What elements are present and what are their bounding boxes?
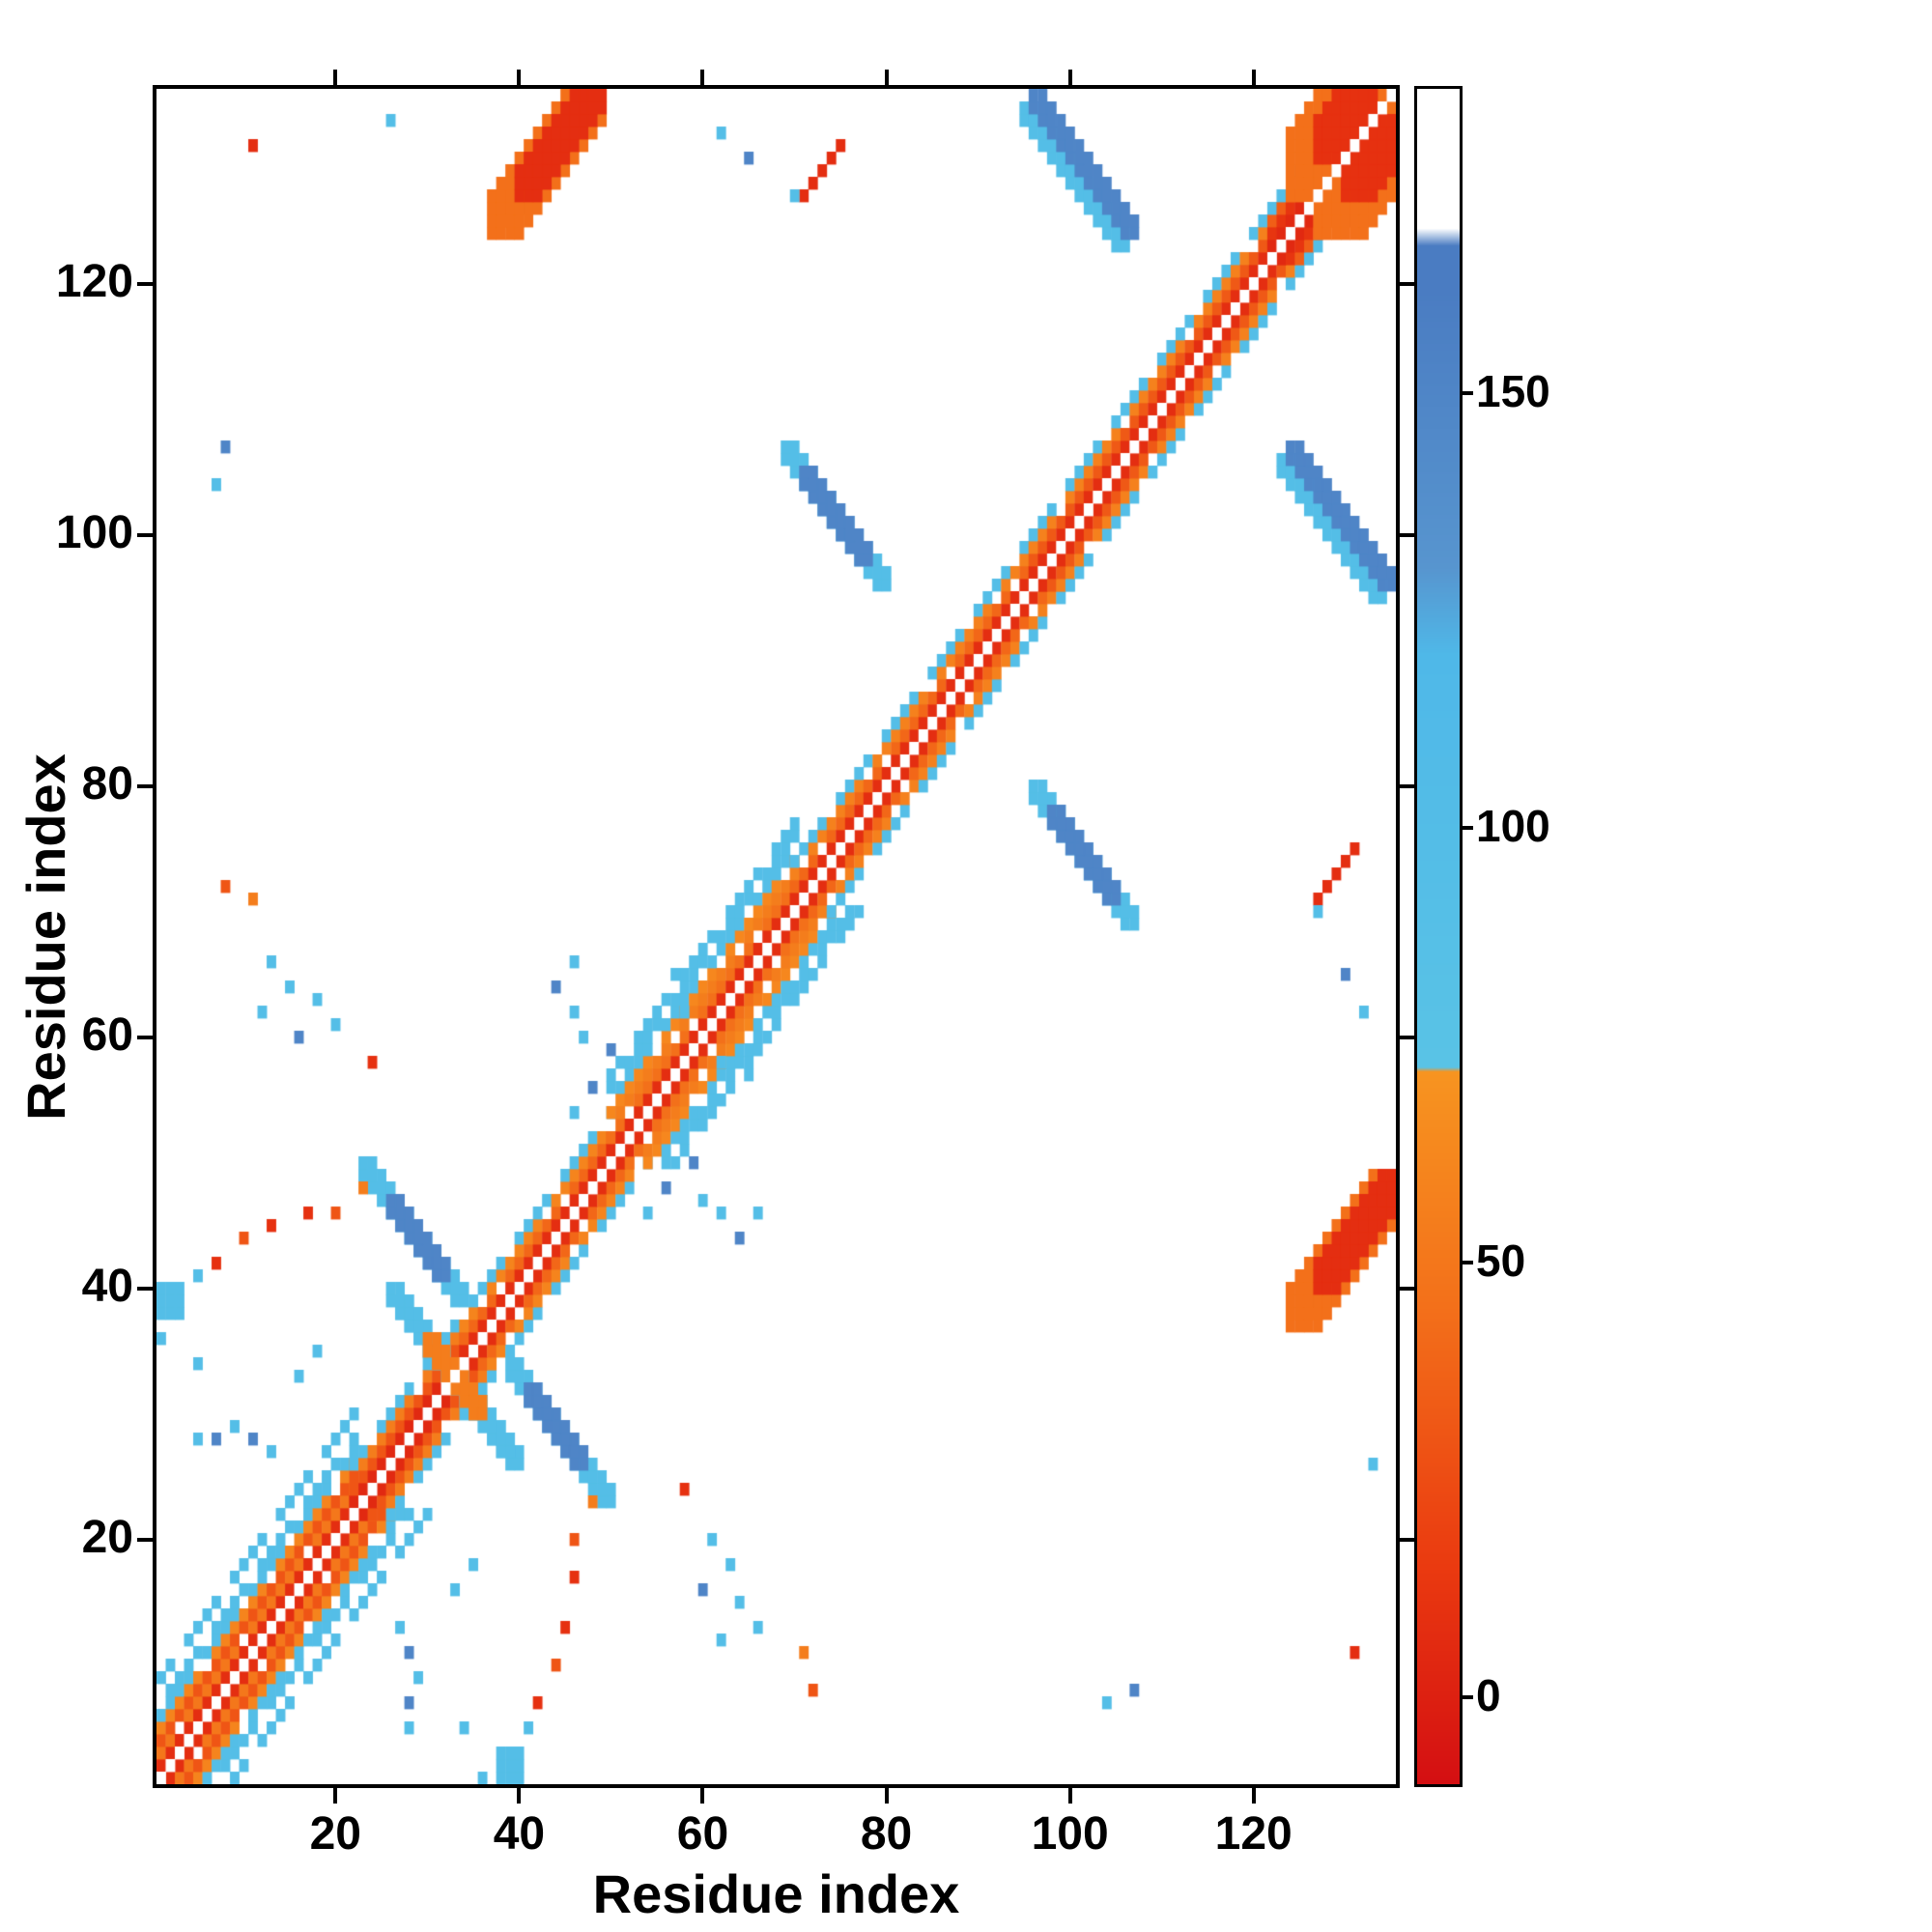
colorbar-canvas xyxy=(1417,89,1460,1784)
x-tick xyxy=(1251,1788,1256,1804)
colorbar-tick xyxy=(1460,391,1473,395)
y-tick-right xyxy=(1400,783,1415,788)
y-tick-label: 40 xyxy=(81,1260,133,1312)
colorbar xyxy=(1414,86,1463,1787)
x-tick xyxy=(1067,1788,1072,1804)
y-tick-label: 20 xyxy=(81,1511,133,1563)
y-tick-right xyxy=(1400,281,1415,286)
y-tick xyxy=(137,1286,153,1291)
x-tick-label: 40 xyxy=(493,1808,546,1860)
y-tick-right xyxy=(1400,1286,1415,1291)
x-tick-top xyxy=(884,70,889,85)
colorbar-tick xyxy=(1460,1695,1473,1699)
x-tick-label: 20 xyxy=(309,1808,361,1860)
plot-area xyxy=(153,85,1400,1788)
y-tick xyxy=(137,1035,153,1039)
y-tick xyxy=(137,1537,153,1542)
x-tick-top xyxy=(1251,70,1256,85)
x-tick-label: 100 xyxy=(1031,1808,1109,1860)
heatmap-canvas xyxy=(156,89,1396,1784)
x-tick xyxy=(700,1788,705,1804)
y-tick-label: 60 xyxy=(81,1009,133,1061)
x-tick-top xyxy=(700,70,705,85)
x-tick-label: 120 xyxy=(1214,1808,1293,1860)
x-tick-top xyxy=(1067,70,1072,85)
x-tick-top xyxy=(517,70,522,85)
y-tick-label: 80 xyxy=(81,757,133,810)
colorbar-tick-label: 150 xyxy=(1476,366,1550,416)
x-tick xyxy=(333,1788,338,1804)
colorbar-tick-label: 50 xyxy=(1476,1236,1526,1286)
colorbar-tick-label: 100 xyxy=(1476,801,1550,851)
y-axis-title: Residue index xyxy=(15,753,76,1121)
colorbar-tick xyxy=(1460,1261,1473,1264)
x-tick xyxy=(884,1788,889,1804)
x-tick-label: 60 xyxy=(676,1808,729,1860)
y-tick-right xyxy=(1400,1035,1415,1039)
y-tick-label: 100 xyxy=(55,506,133,558)
y-tick-right xyxy=(1400,532,1415,537)
x-tick xyxy=(517,1788,522,1804)
colorbar-tick-label: 0 xyxy=(1476,1670,1501,1720)
x-tick-top xyxy=(333,70,338,85)
y-tick xyxy=(137,532,153,537)
y-tick-right xyxy=(1400,1537,1415,1542)
y-tick xyxy=(137,783,153,788)
y-tick xyxy=(137,281,153,286)
x-tick-label: 80 xyxy=(860,1808,913,1860)
colorbar-tick xyxy=(1460,826,1473,830)
y-tick-label: 120 xyxy=(55,255,133,307)
x-axis-title: Residue index xyxy=(592,1863,960,1924)
